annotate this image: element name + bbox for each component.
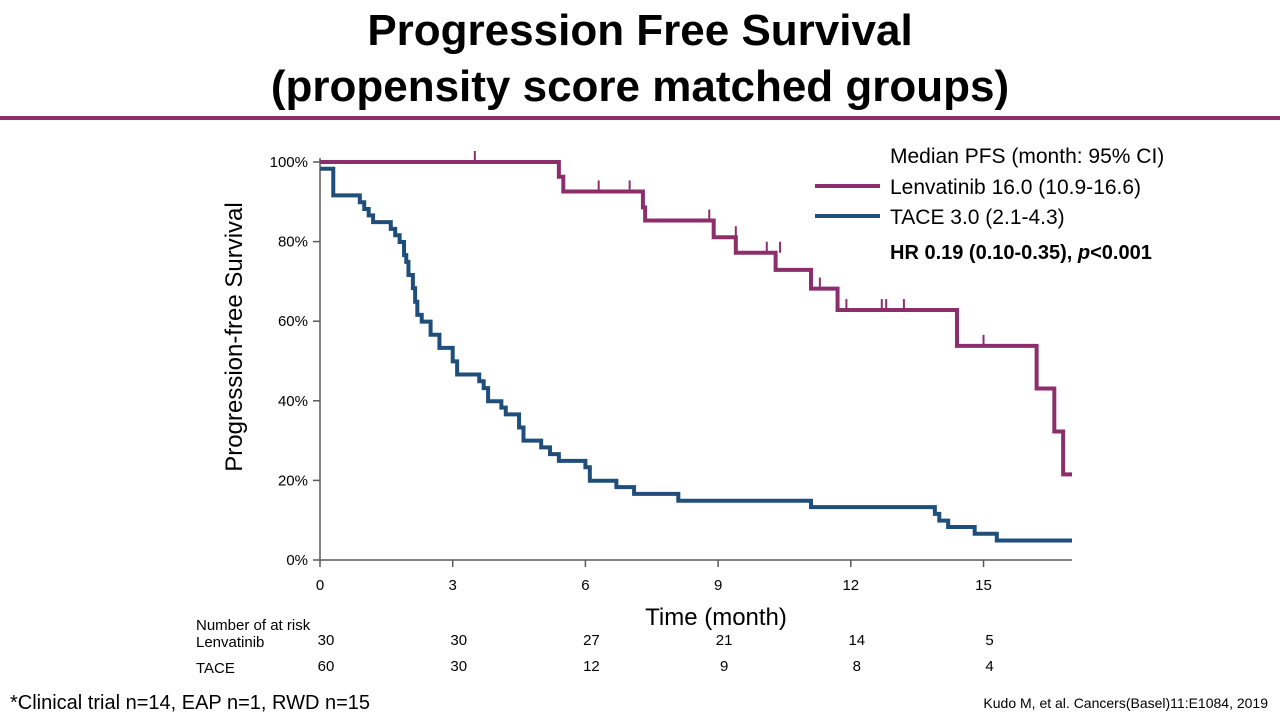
chart-legend: Median PFS (month: 95% CI) Lenvatinib 16.… (815, 145, 1164, 264)
y-axis-label: Progression-free Survival (221, 202, 248, 471)
at-risk-title: Number of at risk (196, 617, 311, 634)
at-risk-value: 9 (719, 658, 729, 675)
y-tick-label: 60% (278, 313, 308, 330)
y-tick-label: 0% (286, 552, 308, 569)
at-risk-value: 4 (985, 658, 994, 675)
title-line-1: Progression Free Survival (367, 6, 913, 55)
x-tick-label: 9 (714, 577, 722, 594)
x-tick-label: 6 (581, 577, 589, 594)
y-tick-label: 20% (278, 472, 308, 489)
y-tick-label: 40% (278, 393, 308, 410)
x-tick-label: 3 (449, 577, 457, 594)
at-risk-value: 27 (583, 632, 600, 649)
x-tick-label: 12 (842, 577, 859, 594)
hazard-ratio-text: HR 0.19 (0.10-0.35), p<0.001 (890, 242, 1152, 264)
y-tick-label: 100% (270, 154, 308, 171)
at-risk-value: 5 (985, 632, 994, 649)
at-risk-value: 30 (317, 632, 335, 649)
series-tace-curve (320, 166, 1072, 543)
chart-axes: 0% 20% 40% 60% 80% 100% 0 3 6 9 12 15 Time (month) Pr… (221, 154, 1072, 631)
title-divider (0, 116, 1280, 120)
series-lenvatinib-curve (320, 160, 1072, 477)
footnote: *Clinical trial n=14, EAP n=1, RWD n=15 (10, 692, 371, 714)
x-tick-label: 15 (975, 577, 992, 594)
at-risk-value: 60 (317, 658, 335, 675)
at-risk-value: 12 (583, 658, 600, 675)
at-risk-value: 14 (848, 632, 866, 649)
chart-curves (320, 151, 1072, 543)
y-tick-label: 80% (278, 234, 308, 251)
x-tick-label: 0 (316, 577, 324, 594)
at-risk-value: 8 (852, 658, 861, 675)
citation: Kudo M, et al. Cancers(Basel)11:E1084, 2… (983, 695, 1268, 711)
at-risk-label-tace: TACE (196, 660, 235, 677)
at-risk-label-lenvatinib: Lenvatinib (196, 634, 265, 651)
x-axis-label: Time (month) (645, 604, 787, 631)
legend-entry-tace: TACE 3.0 (2.1-4.3) (890, 206, 1065, 229)
legend-entry-lenvatinib: Lenvatinib 16.0 (10.9-16.6) (890, 176, 1141, 199)
at-risk-value: 30 (450, 658, 468, 675)
at-risk-value: 21 (715, 632, 733, 649)
legend-header: Median PFS (month: 95% CI) (890, 145, 1164, 168)
at-risk-value: 30 (450, 632, 468, 649)
title-line-2: (propensity score matched groups) (270, 62, 1010, 111)
